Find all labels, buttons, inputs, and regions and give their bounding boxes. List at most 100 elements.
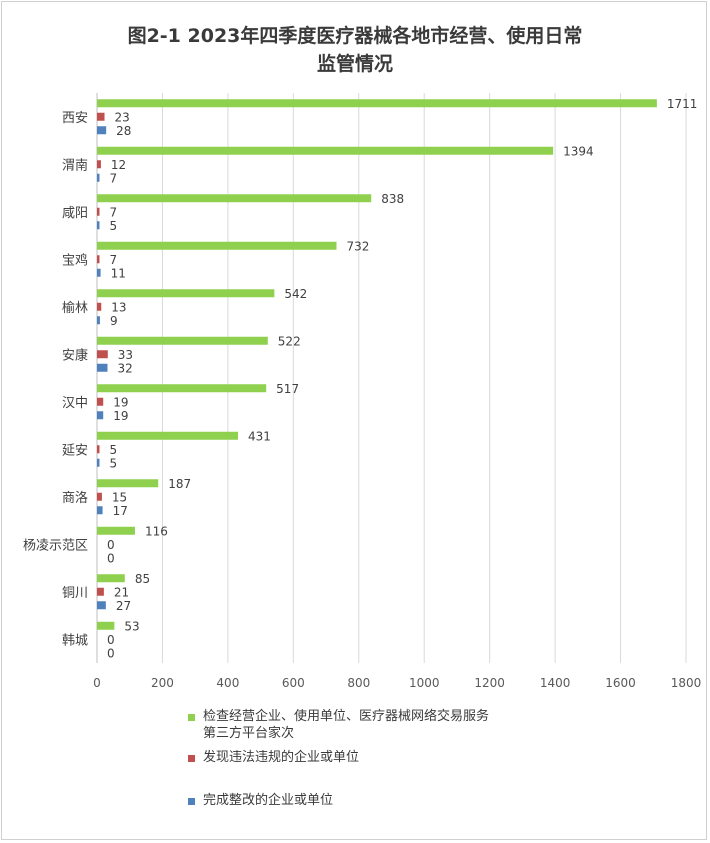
data-label: 7 <box>110 253 118 267</box>
bar <box>97 587 104 596</box>
data-label: 9 <box>110 314 118 328</box>
data-label: 28 <box>116 124 131 138</box>
data-label: 517 <box>276 382 299 396</box>
data-label: 32 <box>117 361 132 375</box>
legend-swatch-green <box>188 714 195 721</box>
data-label: 23 <box>115 110 130 124</box>
legend-item-violations: 发现违法违规的企业或单位 <box>188 749 563 766</box>
legend-label-rectified: 完成整改的企业或单位 <box>203 793 334 808</box>
data-label: 19 <box>113 395 128 409</box>
bar <box>97 363 108 372</box>
category-label: 榆林 <box>62 301 88 316</box>
bar <box>97 574 125 583</box>
data-label: 13 <box>111 300 126 314</box>
bar <box>97 621 115 630</box>
data-label: 7 <box>110 205 118 219</box>
category-label: 商洛 <box>62 491 88 506</box>
legend-swatch-red <box>188 755 195 762</box>
legend-item-inspections: 检查经营企业、使用单位、医疗器械网络交易服务 第三方平台家次 <box>188 708 563 742</box>
bar <box>97 384 267 393</box>
legend-item-rectified: 完成整改的企业或单位 <box>188 792 563 809</box>
x-axis-tick-labels: 0 200 400 600 800 1000 1200 1400 1600 1800 <box>93 676 701 690</box>
category-label: 西安 <box>62 111 88 126</box>
bar <box>97 221 100 230</box>
bar <box>97 302 102 311</box>
bar <box>97 173 100 182</box>
bar <box>97 506 103 515</box>
data-label: 542 <box>284 287 307 301</box>
category-label: 延安 <box>62 443 88 458</box>
data-label: 0 <box>107 551 115 565</box>
bar <box>97 411 104 420</box>
chart-title: 图2-1 2023年四季度医疗器械各地市经营、使用日常 监管情况 <box>0 22 710 78</box>
data-label: 522 <box>278 334 301 348</box>
bar <box>97 160 101 169</box>
bar <box>97 601 106 610</box>
x-tick-label: 800 <box>347 676 370 690</box>
x-tick-label: 200 <box>151 676 174 690</box>
data-label: 53 <box>124 619 139 633</box>
legend-label-inspections-line1: 检查经营企业、使用单位、医疗器械网络交易服务 <box>203 709 490 724</box>
bar <box>97 194 372 203</box>
bar <box>97 146 554 155</box>
category-label: 杨凌示范区 <box>23 538 88 553</box>
bar <box>97 126 107 135</box>
bar <box>97 397 104 406</box>
data-label: 12 <box>111 158 126 172</box>
category-label: 咸阳 <box>62 206 88 221</box>
legend-swatch-blue <box>188 798 195 805</box>
bar <box>97 492 102 501</box>
bar <box>97 336 268 345</box>
bars <box>97 99 657 630</box>
bar <box>97 268 101 277</box>
bar <box>97 458 100 467</box>
data-label: 1394 <box>563 144 594 158</box>
bar <box>97 255 100 264</box>
data-label: 15 <box>112 490 127 504</box>
data-label: 116 <box>145 524 168 538</box>
data-label: 187 <box>168 477 191 491</box>
data-label: 5 <box>110 219 118 233</box>
data-label: 1711 <box>667 97 698 111</box>
data-label: 11 <box>111 266 126 280</box>
bar <box>97 350 108 359</box>
x-tick-label: 1400 <box>540 676 571 690</box>
data-label: 0 <box>107 646 115 660</box>
category-label: 韩城 <box>62 633 88 648</box>
x-tick-label: 0 <box>93 676 101 690</box>
bar <box>97 445 100 454</box>
data-label: 7 <box>110 171 118 185</box>
bar <box>97 526 135 535</box>
x-tick-label: 400 <box>216 676 239 690</box>
x-tick-label: 1000 <box>409 676 440 690</box>
data-label: 0 <box>107 538 115 552</box>
bar <box>97 112 105 121</box>
x-tick-label: 1600 <box>605 676 636 690</box>
bar <box>97 99 657 108</box>
data-label: 19 <box>113 409 128 423</box>
data-label: 17 <box>113 504 128 518</box>
data-label: 0 <box>107 633 115 647</box>
category-label: 安康 <box>62 347 88 363</box>
x-tick-label: 600 <box>282 676 305 690</box>
chart-title-line2: 监管情况 <box>316 53 393 75</box>
data-label: 431 <box>248 429 271 443</box>
legend-label-violations: 发现违法违规的企业或单位 <box>203 750 360 765</box>
data-label: 732 <box>347 239 370 253</box>
bar <box>97 207 100 216</box>
legend-label-inspections-line2: 第三方平台家次 <box>203 726 295 741</box>
bar <box>97 316 100 325</box>
data-label: 27 <box>116 599 131 613</box>
bar <box>97 289 275 298</box>
data-label: 838 <box>381 192 404 206</box>
x-tick-label: 1200 <box>474 676 505 690</box>
gridlines <box>96 93 687 663</box>
data-label: 21 <box>114 585 129 599</box>
bar <box>97 431 239 440</box>
category-label: 铜川 <box>62 586 88 601</box>
data-label: 85 <box>135 572 150 586</box>
category-label: 渭南 <box>62 157 88 173</box>
bar <box>97 241 337 250</box>
